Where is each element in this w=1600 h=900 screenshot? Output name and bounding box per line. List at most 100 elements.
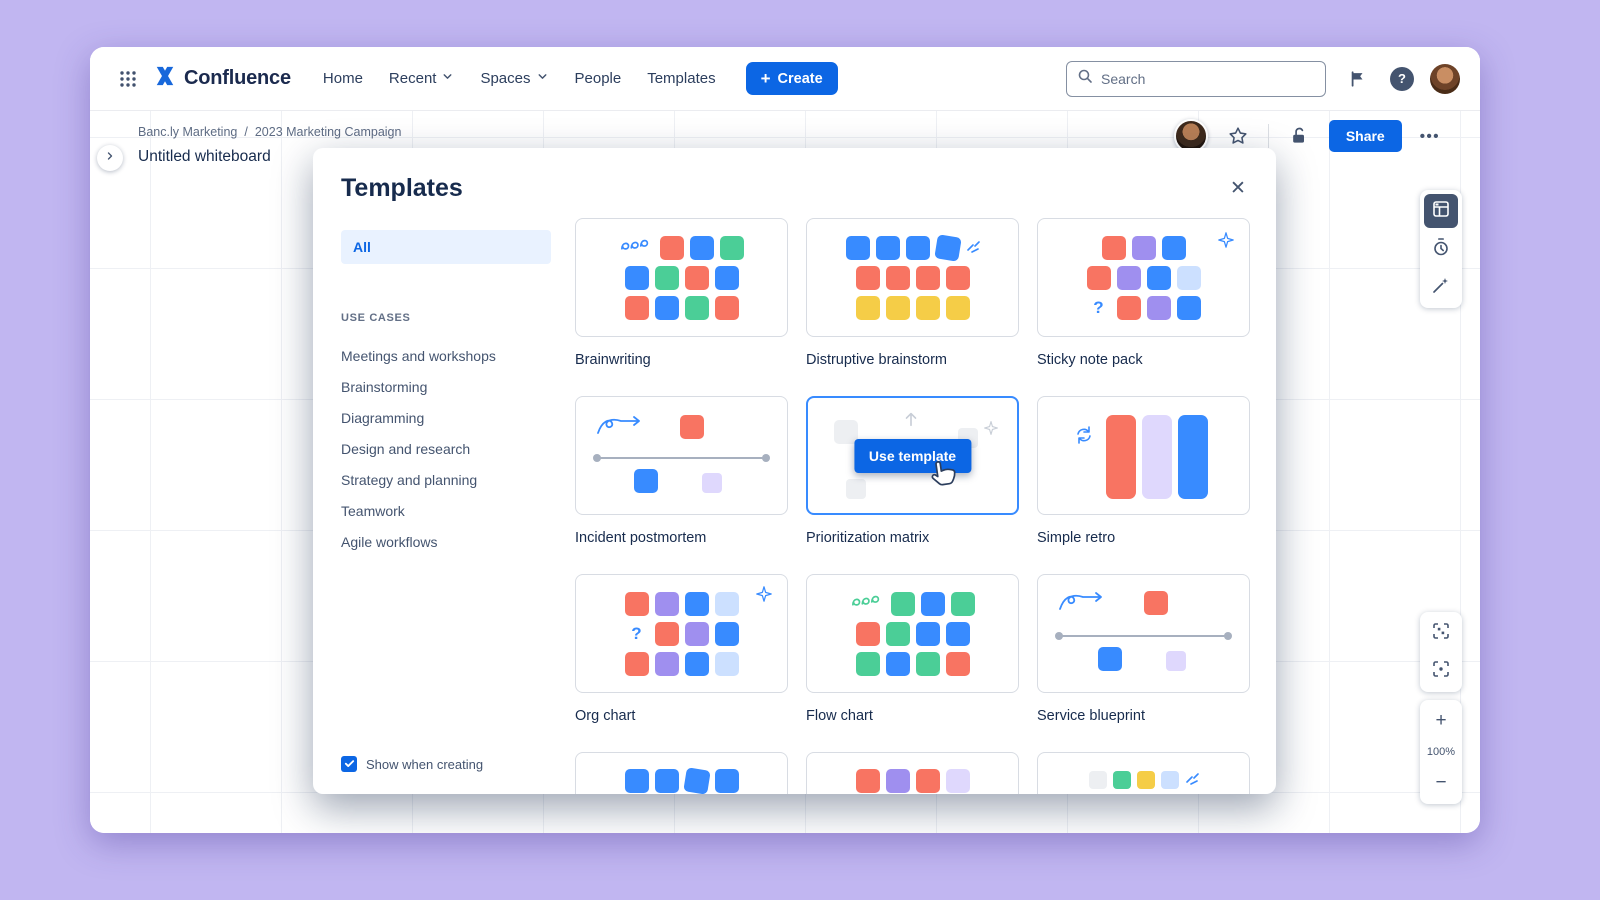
nav-item-templates[interactable]: Templates xyxy=(647,70,716,87)
template-card-partial[interactable] xyxy=(1037,752,1250,794)
brand-name: Confluence xyxy=(184,67,291,89)
flag-icon[interactable] xyxy=(1342,63,1374,95)
board-title[interactable]: Untitled whiteboard xyxy=(138,148,271,165)
sticky-square xyxy=(885,265,910,290)
confluence-brand[interactable]: Confluence xyxy=(154,65,291,92)
fit-to-screen-button[interactable] xyxy=(1424,654,1458,688)
sticky-square xyxy=(714,591,739,616)
template-card-partial[interactable] xyxy=(806,752,1019,794)
template-name: Org chart xyxy=(575,708,636,724)
sticky-square xyxy=(1146,265,1171,290)
user-avatar[interactable] xyxy=(1430,63,1460,94)
template-thumbnail xyxy=(806,752,1019,794)
breadcrumb-page[interactable]: 2023 Marketing Campaign xyxy=(254,125,402,139)
template-thumbnail xyxy=(806,218,1019,337)
laser-pointer-button[interactable] xyxy=(1424,270,1458,304)
template-thumbnail xyxy=(575,752,788,794)
close-icon[interactable]: ✕ xyxy=(1222,172,1254,204)
nav-item-recent[interactable]: Recent xyxy=(379,64,465,93)
sticky-square xyxy=(1146,295,1171,320)
template-thumbnail xyxy=(575,218,788,337)
sticky-square xyxy=(855,295,880,320)
templates-panel-button[interactable] xyxy=(1424,194,1458,228)
show-when-creating-checkbox[interactable] xyxy=(341,756,357,772)
sticky-square xyxy=(1160,770,1179,789)
board-tool-rail xyxy=(1420,190,1462,308)
template-name: Flow chart xyxy=(806,708,873,724)
sticky-square xyxy=(714,265,739,290)
sticky-square xyxy=(885,651,910,676)
template-card[interactable]: Flow chart xyxy=(806,574,1019,726)
app-switcher-icon[interactable] xyxy=(112,63,144,95)
sidebar-item-all[interactable]: All xyxy=(341,230,551,264)
timer-button[interactable] xyxy=(1424,232,1458,266)
sticky-square xyxy=(624,295,649,320)
timeline-line xyxy=(600,457,763,459)
sticky-row xyxy=(855,651,970,676)
template-card[interactable]: ? Sticky note pack xyxy=(1037,218,1250,370)
sticky-square xyxy=(624,591,649,616)
template-card[interactable]: ? Org chart xyxy=(575,574,788,726)
nav-item-home[interactable]: Home xyxy=(322,70,363,87)
sticky-square xyxy=(950,591,975,616)
sticky-square xyxy=(654,295,679,320)
sticky-square xyxy=(684,265,709,290)
breadcrumb: Banc.ly Marketing / 2023 Marketing Campa… xyxy=(138,125,401,139)
modal-title: Templates xyxy=(341,174,463,202)
fit-to-objects-button[interactable] xyxy=(1424,616,1458,650)
template-card-hovered[interactable]: Use template Prioritization matrix xyxy=(806,396,1019,548)
sticky-square xyxy=(714,621,739,646)
sidebar-item-agile-workflows[interactable]: Agile workflows xyxy=(341,533,438,550)
sticky-square xyxy=(624,265,649,290)
breadcrumb-space[interactable]: Banc.ly Marketing xyxy=(138,125,238,139)
sticky-square xyxy=(654,591,679,616)
zoom-in-button[interactable]: + xyxy=(1424,704,1458,738)
template-thumbnail: ? xyxy=(1037,218,1250,337)
sticky-row xyxy=(1088,769,1199,790)
help-icon[interactable]: ? xyxy=(1390,66,1414,91)
zoom-out-button[interactable]: − xyxy=(1424,766,1458,800)
nav-item-people[interactable]: People xyxy=(574,70,622,87)
sticky-row xyxy=(855,621,970,646)
sticky-square xyxy=(654,265,679,290)
search-input[interactable] xyxy=(1101,70,1315,87)
template-card[interactable]: Brainwriting xyxy=(575,218,788,370)
sticky-square xyxy=(885,769,910,793)
sticky-square xyxy=(659,235,684,260)
sticky-square xyxy=(945,651,970,676)
sticky-square xyxy=(1176,265,1201,290)
divider xyxy=(1267,124,1269,148)
template-card[interactable]: Service blueprint xyxy=(1037,574,1250,726)
sticky-square xyxy=(890,591,915,616)
sticky-square xyxy=(654,621,679,646)
sidebar-item-diagramming[interactable]: Diagramming xyxy=(341,409,425,426)
more-menu-button[interactable]: ••• xyxy=(1416,124,1444,149)
sticky-square xyxy=(915,295,940,320)
sidebar-item-brainstorming[interactable]: Brainstorming xyxy=(341,378,428,395)
template-card-partial[interactable] xyxy=(575,752,788,794)
template-thumbnail: Use template xyxy=(806,396,1019,515)
template-card[interactable]: Simple retro xyxy=(1037,396,1250,548)
collapse-sidebar-button[interactable] xyxy=(97,145,123,171)
star-icon[interactable] xyxy=(1222,120,1254,152)
sticky-square xyxy=(684,651,709,676)
chevron-down-icon xyxy=(536,70,549,87)
sticky-square xyxy=(945,265,970,290)
sidebar-item-meetings[interactable]: Meetings and workshops xyxy=(341,347,496,364)
sticky-square xyxy=(684,295,709,320)
template-card[interactable]: Distruptive brainstorm xyxy=(806,218,1019,370)
create-button[interactable]: + Create xyxy=(745,62,838,95)
sidebar-item-teamwork[interactable]: Teamwork xyxy=(341,502,405,519)
template-name: Prioritization matrix xyxy=(806,530,930,546)
sidebar-item-strategy-planning[interactable]: Strategy and planning xyxy=(341,471,478,488)
template-name: Incident postmortem xyxy=(575,530,707,546)
unlock-icon[interactable] xyxy=(1283,120,1315,152)
use-template-button[interactable]: Use template xyxy=(853,438,972,473)
template-card[interactable]: Incident postmortem xyxy=(575,396,788,548)
sticky-square xyxy=(933,233,962,262)
timeline-dot xyxy=(1055,632,1063,640)
template-name: Simple retro xyxy=(1037,530,1116,546)
sidebar-item-design-research[interactable]: Design and research xyxy=(341,440,471,457)
share-button[interactable]: Share xyxy=(1328,120,1402,152)
nav-item-spaces[interactable]: Spaces xyxy=(470,64,558,93)
